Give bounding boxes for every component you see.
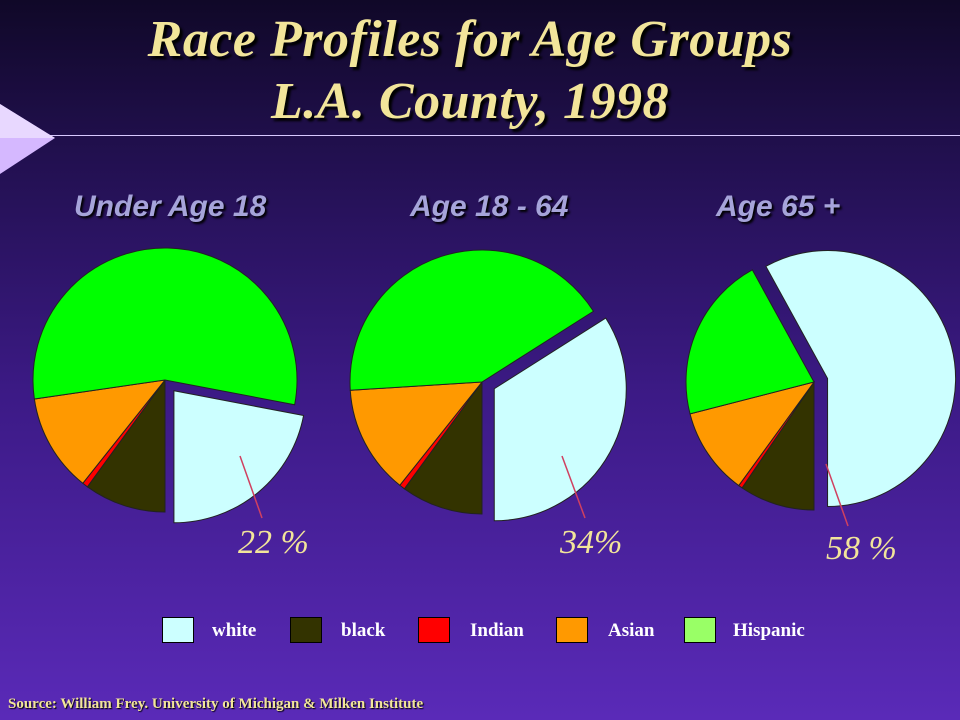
pie-slice-asian (689, 381, 816, 487)
pie-slice-hispanic (349, 249, 595, 391)
legend-swatch-black (290, 617, 322, 643)
chart-title-65-plus: Age 65 + (716, 190, 841, 223)
slide-title-line1: Race Profiles for Age Groups (147, 11, 793, 68)
source-note: Source: William Frey. University of Mich… (8, 696, 424, 712)
pie-slice-asian (349, 381, 484, 486)
legend-label-white: white (212, 620, 257, 641)
legend-label-black: black (341, 620, 386, 641)
pct-label-65-plus: 58 % (826, 530, 897, 567)
pie-slice-asian (33, 379, 167, 484)
pie-2 (685, 250, 956, 511)
play-arrow-icon (0, 104, 55, 174)
pie-slice-white (493, 317, 627, 522)
legend-swatch-white (162, 617, 194, 643)
pct-label-18-64: 34% (560, 524, 623, 561)
chart-title-18-64: Age 18 - 64 (410, 190, 569, 223)
pie-slice-white (765, 250, 956, 508)
pie-slice-hispanic (32, 247, 298, 406)
pct-label-under-18: 22 % (238, 524, 309, 561)
annotation-leader-line (825, 463, 849, 527)
pie-slice-black (86, 378, 166, 513)
legend-label-indian: Indian (470, 620, 524, 641)
annotation-leader-line (561, 455, 586, 519)
legend-label-asian: Asian (608, 620, 655, 641)
pie-0 (32, 247, 305, 524)
pie-1 (349, 249, 627, 522)
pie-slice-hispanic (685, 269, 815, 415)
annotation-leader-line (239, 455, 263, 519)
legend-label-hispanic: Hispanic (733, 620, 805, 641)
pie-slice-black (403, 380, 483, 515)
title-divider (50, 135, 960, 136)
pie-slice-black (741, 380, 815, 511)
slide-title-line2: L.A. County, 1998 (270, 73, 670, 130)
pie-slice-white (173, 390, 305, 524)
legend-swatch-hispanic (684, 617, 716, 643)
legend-swatch-indian (418, 617, 450, 643)
legend-swatch-asian (556, 617, 588, 643)
chart-title-under-18: Under Age 18 (74, 190, 267, 223)
